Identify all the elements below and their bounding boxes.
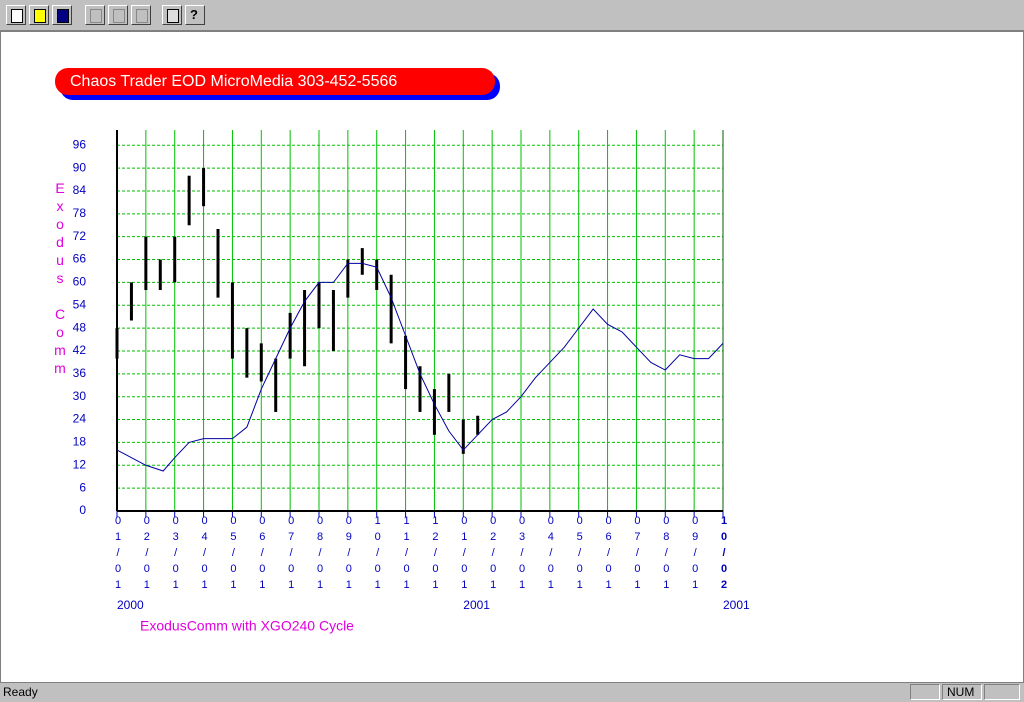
cycle-line [116, 262, 724, 472]
x-tick-label: 07/01 [285, 515, 298, 595]
y-tick-label: 0 [79, 503, 86, 517]
cut-button[interactable] [85, 5, 105, 25]
new-button[interactable] [6, 5, 26, 25]
status-bar: Ready NUM [0, 683, 1024, 702]
y-tick-label: 42 [73, 343, 87, 357]
y-tick-label: 24 [73, 412, 87, 426]
y-tick-label: 66 [73, 252, 87, 266]
y-tick-label: 30 [73, 389, 87, 403]
y-tick-label: 72 [73, 229, 87, 243]
status-text: Ready [3, 685, 38, 699]
status-panel: NUM [942, 684, 982, 700]
x-tick-label: 07/01 [631, 515, 644, 595]
y-axis-label: Exodus Comm [52, 180, 68, 378]
x-tick-label: 03/01 [169, 515, 182, 595]
status-panel [910, 684, 940, 700]
y-tick-label: 60 [73, 275, 87, 289]
x-tick-label: 02/01 [487, 515, 500, 595]
y-tick-label: 12 [73, 457, 87, 471]
paste-button[interactable] [131, 5, 151, 25]
y-tick-label: 48 [73, 320, 87, 334]
y-tick-label: 84 [73, 183, 87, 197]
x-tick-label: 05/01 [227, 515, 240, 595]
chart-title: Chaos Trader EOD MicroMedia 303-452-5566 [70, 73, 397, 90]
chart-window [0, 31, 1024, 683]
year-label: 2001 [463, 598, 490, 612]
num-indicator: NUM [947, 685, 975, 699]
print-button[interactable] [162, 5, 182, 25]
x-tick-label: 10/02 [718, 515, 730, 595]
x-tick-label: 01/01 [112, 515, 124, 595]
y-tick-label: 6 [79, 480, 86, 494]
save-button[interactable] [52, 5, 72, 25]
x-tick-label: 04/01 [198, 515, 211, 595]
x-tick-label: 03/01 [516, 515, 528, 595]
x-tick-label: 08/01 [660, 515, 673, 595]
y-tick-label: 90 [73, 160, 87, 174]
help-button[interactable]: ? [185, 5, 205, 25]
x-tick-label: 09/01 [342, 515, 355, 595]
x-tick-label: 01/01 [458, 515, 471, 595]
year-label: 2000 [117, 598, 144, 612]
y-tick-label: 96 [73, 137, 87, 151]
x-tick-label: 12/01 [429, 515, 442, 595]
x-tick-label: 04/01 [544, 515, 557, 595]
toolbar: ? [0, 0, 1024, 31]
x-tick-label: 06/01 [602, 515, 615, 595]
copy-button[interactable] [108, 5, 128, 25]
chart-caption: ExodusComm with XGO240 Cycle [140, 618, 354, 634]
x-tick-label: 10/01 [371, 515, 384, 595]
x-tick-label: 05/01 [573, 515, 586, 595]
open-button[interactable] [29, 5, 49, 25]
y-tick-label: 36 [73, 366, 87, 380]
y-tick-label: 78 [73, 206, 87, 220]
y-tick-label: 54 [73, 297, 87, 311]
x-tick-label: 08/01 [314, 515, 326, 595]
x-tick-label: 09/01 [689, 515, 702, 595]
title-banner [55, 68, 495, 95]
x-tick-label: 11/01 [400, 515, 413, 595]
y-tick-label: 18 [73, 435, 87, 449]
x-tick-label: 02/01 [140, 515, 153, 595]
x-tick-label: 06/01 [256, 515, 269, 595]
status-panel [984, 684, 1020, 700]
year-label: 2001 [723, 598, 750, 612]
